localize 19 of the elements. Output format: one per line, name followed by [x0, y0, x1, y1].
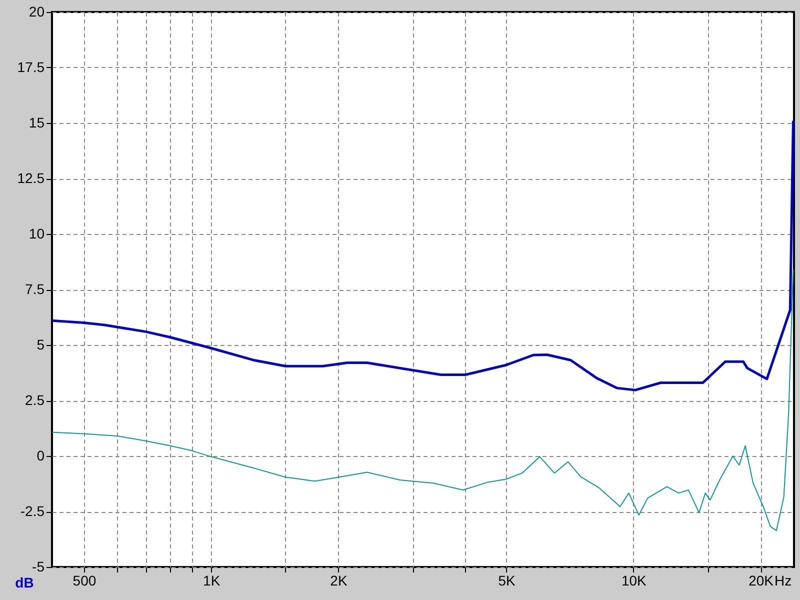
y-tick-label: 5	[36, 336, 45, 352]
x-tick-label: 2K	[330, 572, 348, 588]
x-tick-label: 10K	[621, 572, 648, 588]
y-tick-label: 7.5	[25, 281, 45, 297]
y-tick-label: 12.5	[17, 170, 45, 186]
x-tick-label: 1K	[203, 572, 221, 588]
y-tick-label: -2.5	[20, 503, 45, 519]
x-tick-label: 5K	[498, 572, 516, 588]
y-axis-title: dB	[15, 574, 34, 590]
y-tick-label: 20	[28, 4, 45, 20]
y-tick-label: -5	[32, 558, 45, 574]
x-tick-label: 20K	[748, 572, 774, 588]
y-tick-label: 2.5	[25, 392, 45, 408]
x-tick-label: 500	[72, 572, 96, 588]
y-tick-label: 0	[36, 448, 45, 464]
y-tick-label: 10	[28, 226, 45, 242]
x-axis-title: Hz	[774, 572, 792, 588]
y-tick-label: 15	[28, 114, 45, 130]
y-tick-label: 17.5	[17, 59, 45, 75]
